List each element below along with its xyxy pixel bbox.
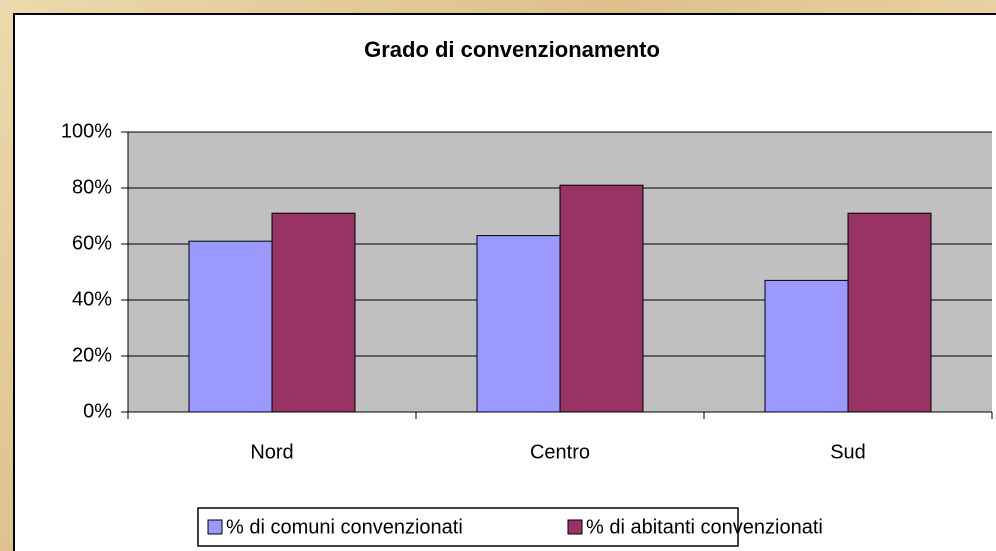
bar [847, 212, 932, 413]
y-tick-label: 20% [72, 344, 112, 366]
bar [271, 212, 356, 413]
x-tick-label: Centro [530, 441, 590, 463]
legend-label: % di abitanti convenzionati [586, 516, 823, 538]
legend-swatch [207, 519, 223, 535]
legend-swatch [567, 519, 583, 535]
legend-label: % di comuni convenzionati [226, 516, 463, 538]
bar [188, 240, 273, 413]
x-tick-label: Nord [250, 441, 293, 463]
y-tick-label: 0% [83, 400, 112, 422]
bar [764, 279, 849, 413]
x-tick-label: Sud [830, 441, 866, 463]
y-tick-label: 60% [72, 232, 112, 254]
legend [197, 507, 739, 547]
chart-title: Grado di convenzionamento [364, 37, 660, 62]
y-tick-label: 100% [61, 120, 112, 142]
bar [476, 235, 561, 413]
bar [559, 184, 644, 413]
y-tick-label: 80% [72, 176, 112, 198]
y-tick-label: 40% [72, 288, 112, 310]
